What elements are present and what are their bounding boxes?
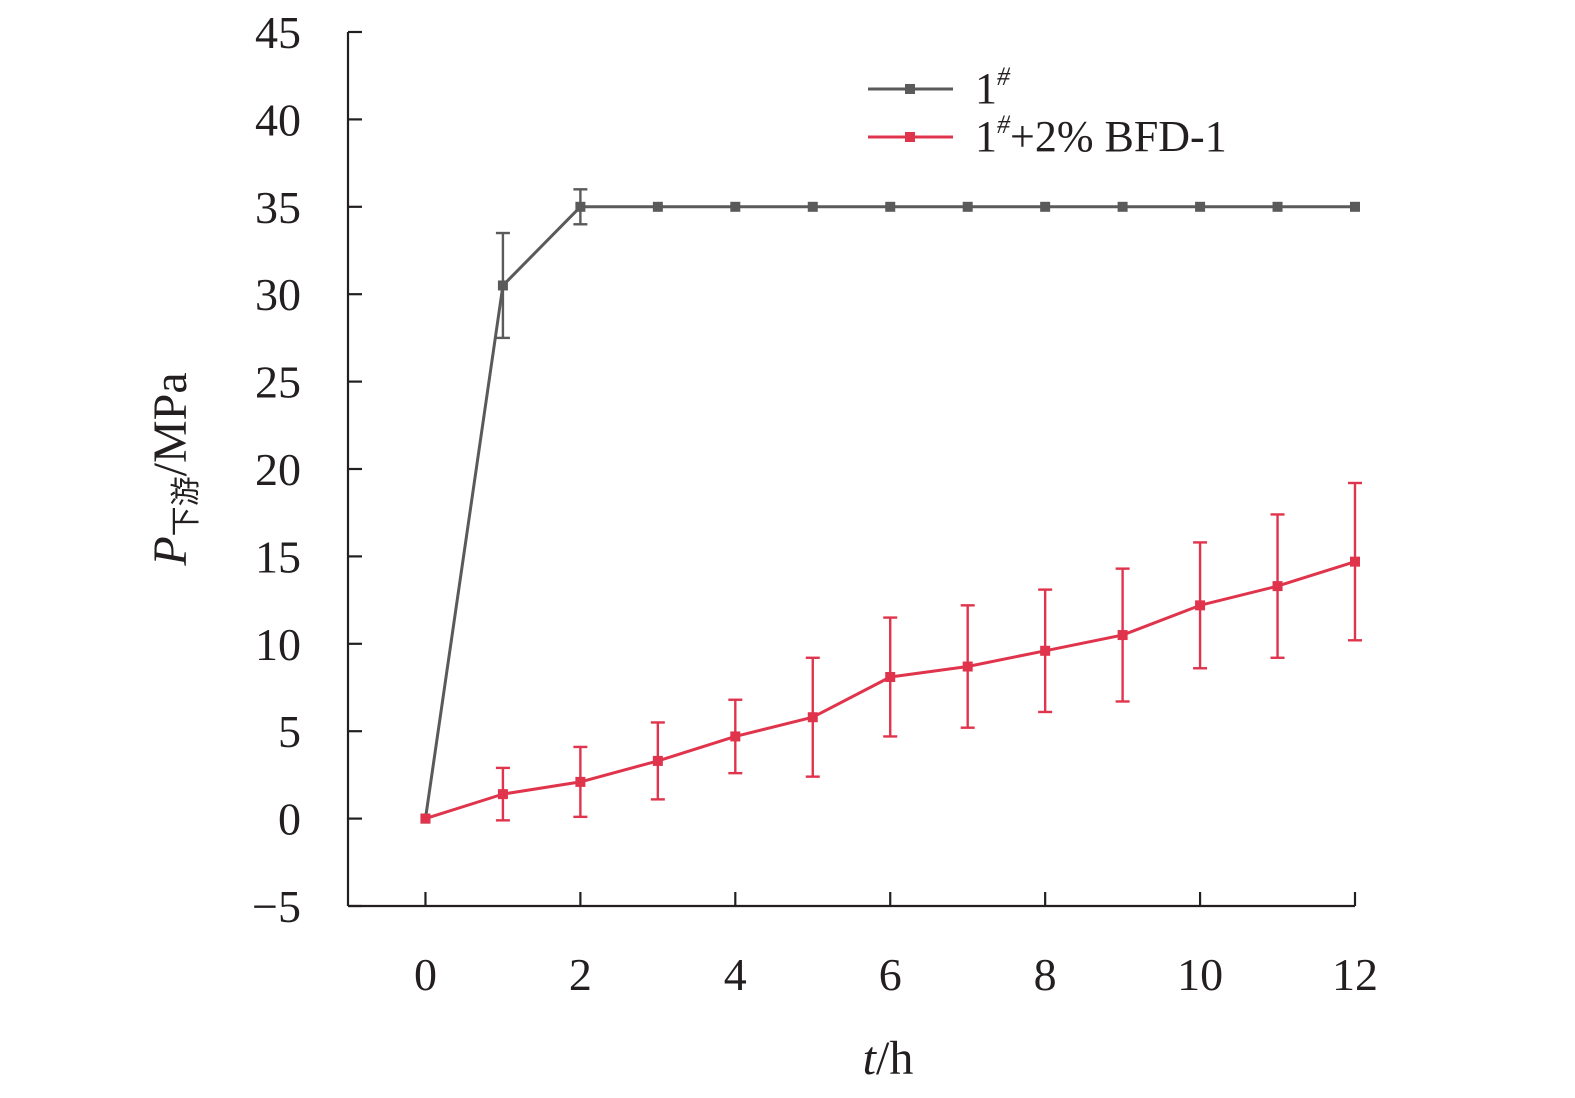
data-point <box>1272 201 1283 212</box>
x-tick-label: 10 <box>1177 949 1223 1000</box>
data-point <box>652 755 663 766</box>
data-point <box>807 201 818 212</box>
legend-label-series-2-base: 1 <box>975 112 997 161</box>
data-point <box>1117 630 1128 641</box>
data-point <box>1350 556 1360 567</box>
y-tick-label: 10 <box>255 619 301 670</box>
legend: 1# 1#+2% BFD-1 <box>868 62 1227 161</box>
y-axis-title-subscript: 下游 <box>170 476 203 536</box>
y-tick-label: 30 <box>255 269 301 320</box>
x-tick-label: 6 <box>879 949 902 1000</box>
x-axis-title-unit: /h <box>876 1032 913 1085</box>
x-tick-label: 4 <box>724 949 747 1000</box>
x-tick-label: 8 <box>1034 949 1057 1000</box>
y-tick-label: 25 <box>255 357 301 408</box>
data-point <box>1272 581 1283 592</box>
data-point <box>885 672 896 683</box>
series-1 <box>420 188 1360 824</box>
y-axis-title-var: P <box>144 536 197 566</box>
x-tick-label: 12 <box>1332 949 1378 1000</box>
series-2 <box>420 481 1362 824</box>
data-point <box>420 813 431 824</box>
legend-marker-series-1 <box>905 84 915 94</box>
data-point <box>885 201 896 212</box>
data-point <box>1350 201 1360 212</box>
data-point <box>730 731 741 742</box>
legend-label-series-1-base: 1 <box>975 64 997 113</box>
data-point <box>1195 600 1206 611</box>
x-axis-title: t/h <box>863 1032 914 1085</box>
data-point <box>730 201 741 212</box>
y-tick-label: 15 <box>255 531 301 582</box>
y-tick-label: 45 <box>255 7 301 58</box>
y-axis-title-unit: /MPa <box>144 372 197 476</box>
y-tick-label: 35 <box>255 182 301 233</box>
legend-label-series-1: 1# <box>975 62 1011 113</box>
legend-label-series-2-sup: # <box>997 110 1011 139</box>
y-ticks: −5 0 5 10 15 20 25 30 35 40 45 <box>252 7 362 932</box>
data-point <box>1040 645 1051 656</box>
x-tick-label: 2 <box>569 949 592 1000</box>
data-point <box>1117 201 1128 212</box>
axes <box>346 32 1355 908</box>
y-tick-label: 20 <box>255 444 301 495</box>
y-tick-label: −5 <box>252 881 301 932</box>
data-point <box>962 661 973 672</box>
data-point <box>652 201 663 212</box>
data-point <box>497 280 508 291</box>
data-point <box>1195 201 1206 212</box>
y-tick-label: 5 <box>278 706 301 757</box>
legend-item-series-2: 1#+2% BFD-1 <box>868 110 1227 161</box>
data-point <box>575 201 586 212</box>
legend-marker-series-2 <box>905 132 915 142</box>
data-point <box>1040 201 1051 212</box>
legend-label-series-2: 1#+2% BFD-1 <box>975 110 1227 161</box>
legend-label-series-2-rest: +2% BFD-1 <box>1010 112 1227 161</box>
data-point <box>497 789 508 800</box>
legend-item-series-1: 1# <box>868 62 1011 113</box>
data-point <box>962 201 973 212</box>
y-tick-label: 0 <box>278 794 301 845</box>
x-tick-label: 0 <box>414 949 437 1000</box>
legend-label-series-1-sup: # <box>997 62 1011 91</box>
x-ticks: 0 2 4 6 8 10 12 <box>414 892 1378 1000</box>
y-axis-title: P下游/MPa <box>144 372 203 566</box>
data-point <box>575 776 586 787</box>
x-axis-title-var: t <box>863 1032 878 1085</box>
y-tick-label: 40 <box>255 94 301 145</box>
data-point <box>807 712 818 723</box>
series-layer <box>420 188 1362 824</box>
